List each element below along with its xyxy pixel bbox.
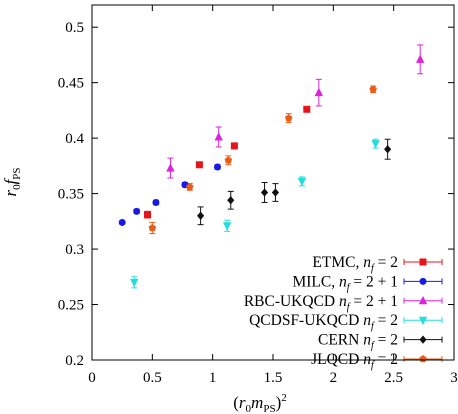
data-point bbox=[195, 161, 203, 169]
plot-frame bbox=[91, 4, 455, 361]
data-point bbox=[314, 87, 324, 97]
data-point bbox=[371, 140, 380, 149]
data-point bbox=[214, 132, 223, 141]
data-point bbox=[144, 211, 152, 219]
data-point bbox=[284, 114, 293, 122]
data-point bbox=[260, 188, 269, 197]
x-tick-label: 1 bbox=[209, 370, 217, 386]
legend-marker bbox=[418, 316, 428, 326]
data-point bbox=[148, 224, 157, 232]
data-point bbox=[118, 218, 126, 226]
legend-marker bbox=[418, 295, 428, 305]
y-tick-label: 0.2 bbox=[65, 353, 84, 369]
data-point bbox=[185, 182, 194, 191]
data-point bbox=[227, 196, 235, 205]
data-point bbox=[384, 145, 392, 154]
data-point bbox=[416, 54, 425, 63]
x-tick-label: 0 bbox=[88, 370, 96, 386]
legend-label: ETMC, nf = 2 bbox=[312, 254, 398, 274]
legend-label: MILC, nf = 2 + 1 bbox=[292, 273, 398, 293]
data-point bbox=[166, 163, 175, 172]
x-axis-label: (r0mPS)2 bbox=[233, 392, 287, 414]
legend-label: RBC-UKQCD nf = 2 + 1 bbox=[244, 293, 398, 313]
x-tick-label: 0.5 bbox=[143, 370, 162, 386]
data-point bbox=[224, 156, 233, 164]
data-point bbox=[369, 85, 377, 93]
data-point bbox=[152, 198, 160, 206]
data-point bbox=[297, 177, 307, 187]
data-point bbox=[230, 142, 238, 150]
data-point bbox=[197, 211, 205, 220]
legend-label: QCDSF-UKQCD nf = 2 bbox=[249, 312, 398, 332]
data-point bbox=[222, 222, 232, 231]
x-tick-label: 2 bbox=[330, 370, 338, 386]
data-point bbox=[213, 163, 221, 171]
y-tick-label: 0.25 bbox=[58, 298, 84, 314]
legend-marker bbox=[419, 258, 427, 266]
data-point bbox=[133, 207, 141, 215]
y-tick-label: 0.45 bbox=[58, 76, 84, 92]
data-point bbox=[271, 188, 280, 197]
legend-marker bbox=[419, 277, 427, 285]
x-tick-label: 2.5 bbox=[384, 370, 403, 386]
y-tick-label: 0.35 bbox=[58, 187, 84, 203]
data-point bbox=[130, 278, 139, 288]
y-tick-label: 0.4 bbox=[65, 131, 84, 147]
legend-marker bbox=[419, 335, 427, 344]
data-point bbox=[303, 105, 311, 113]
y-axis-label: r0fPS bbox=[1, 167, 23, 196]
legend-label: CERN nf = 2 bbox=[318, 332, 398, 352]
y-tick-label: 0.3 bbox=[65, 242, 84, 258]
x-tick-label: 1.5 bbox=[264, 370, 283, 386]
y-tick-label: 0.5 bbox=[65, 20, 84, 36]
x-tick-label: 3 bbox=[450, 370, 458, 386]
